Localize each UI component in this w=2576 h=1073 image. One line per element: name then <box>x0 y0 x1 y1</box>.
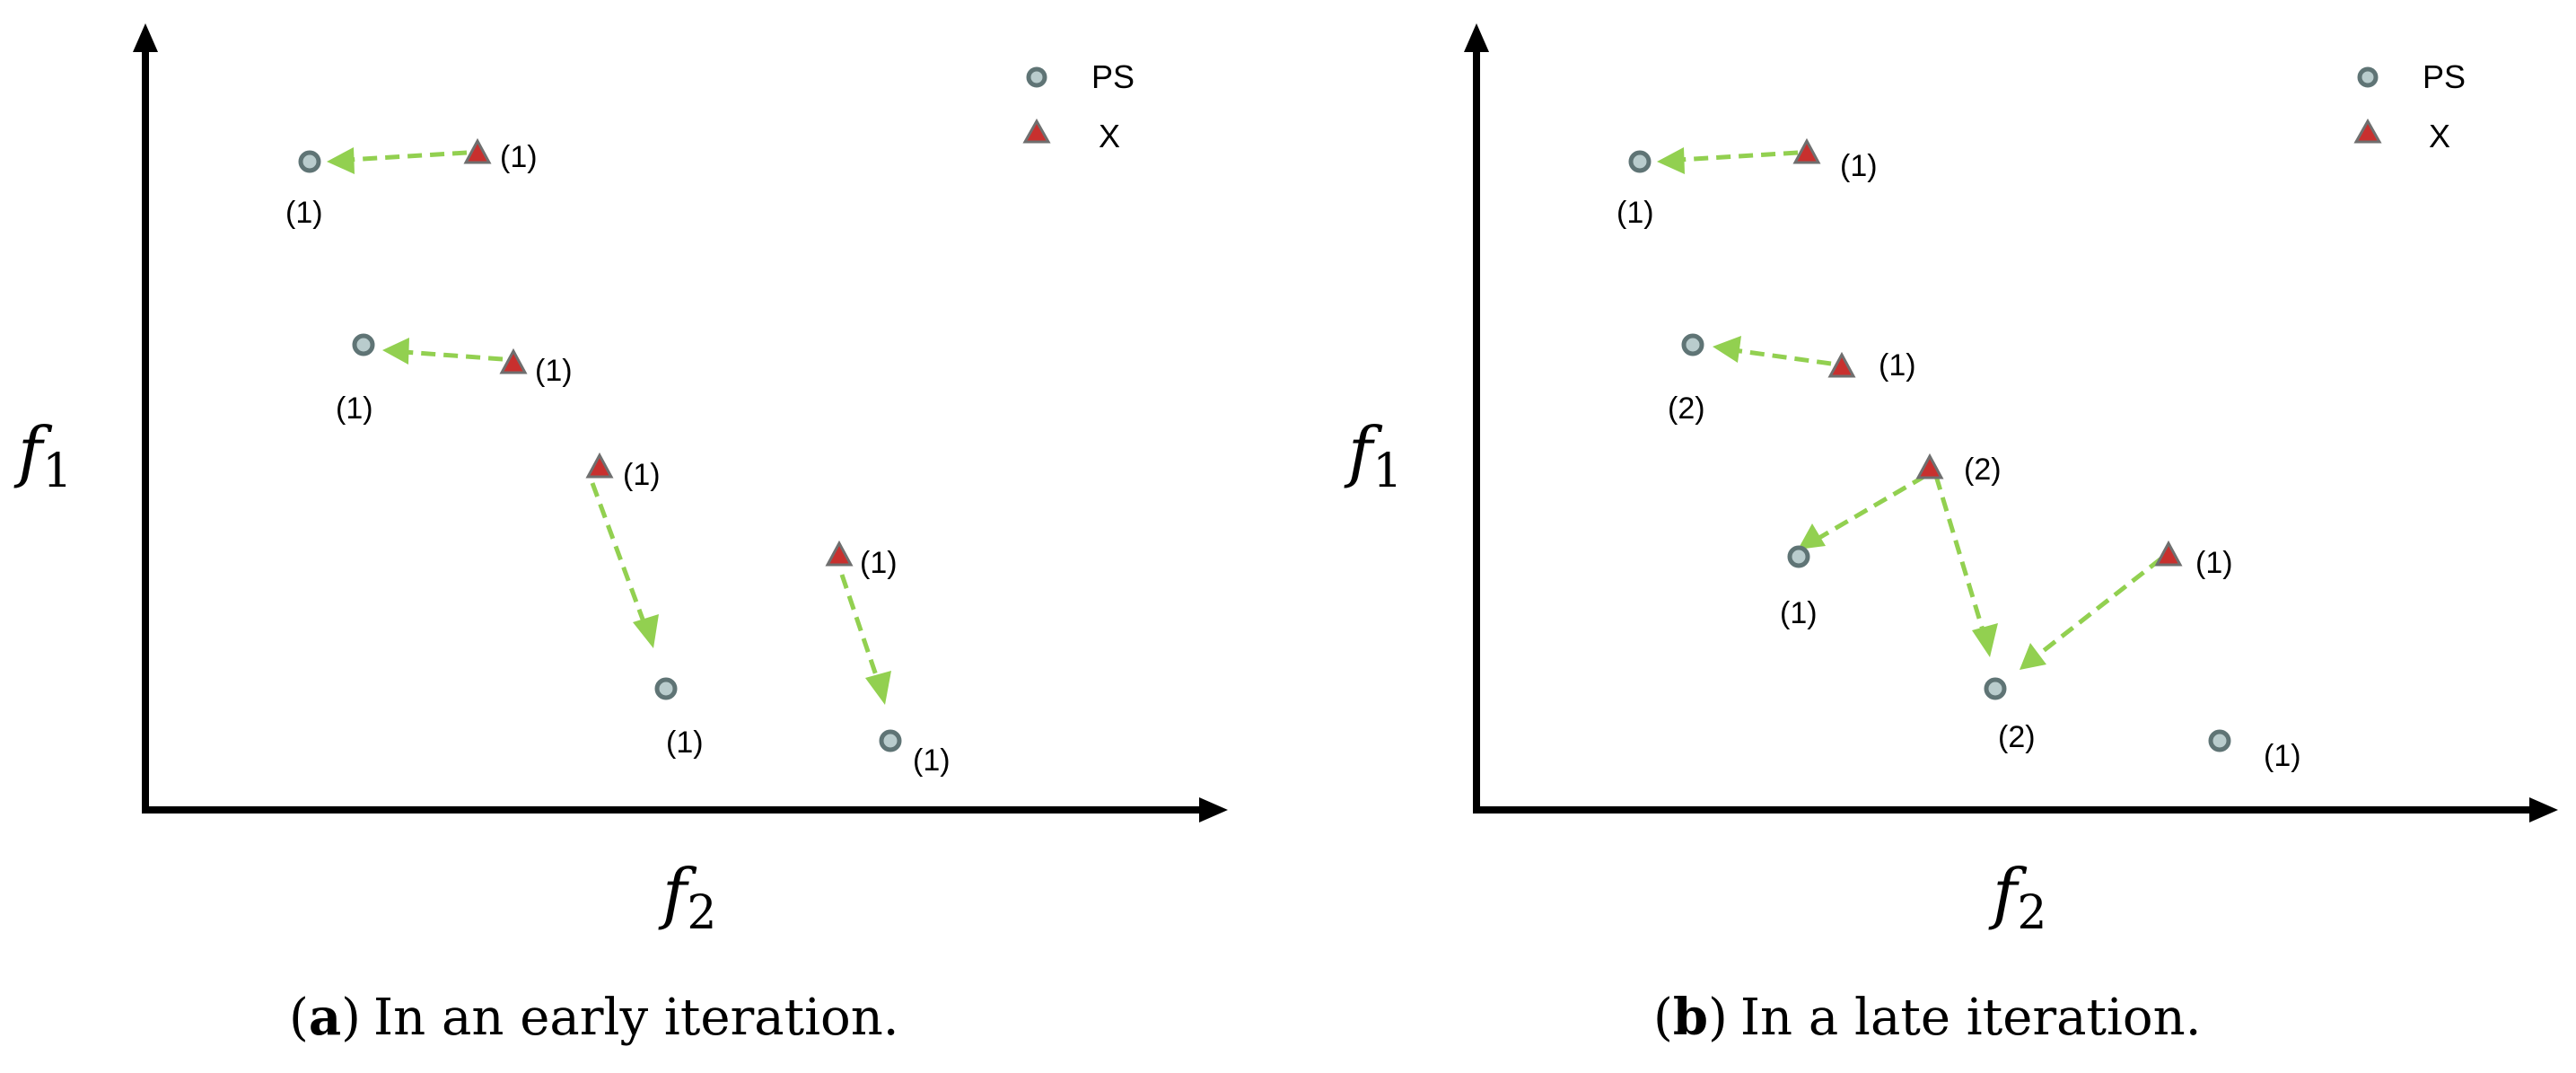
ps-point-label: (1) <box>336 391 373 426</box>
legend-ps-label: PS <box>2423 58 2466 95</box>
x-point <box>2154 540 2183 567</box>
ps-labels-b: (1) (2) (1) (2) (1) <box>1617 196 2301 773</box>
ps-point <box>298 150 321 173</box>
move-arrow <box>839 574 881 682</box>
x-labels-b: (1) (1) (2) (1) <box>1840 149 2233 580</box>
legend-x-label: X <box>1099 118 1120 154</box>
x-point <box>1915 453 1944 479</box>
ps-point <box>1681 333 1704 356</box>
move-arrow <box>590 482 647 625</box>
move-arrow <box>1816 473 1927 541</box>
move-arrowhead <box>382 338 409 365</box>
legend-ps-label: PS <box>1091 58 1135 95</box>
x-point <box>499 347 528 374</box>
move-arrow <box>1733 347 1832 366</box>
x-axis-arrowhead-a <box>1199 797 1228 822</box>
x-marker-icon <box>1022 118 1051 144</box>
move-arrow <box>1678 150 1799 163</box>
y-axis-arrowhead-b <box>1464 23 1489 52</box>
x-point-label: (2) <box>1964 453 2002 487</box>
arrows-a <box>327 147 891 705</box>
x-point-label: (1) <box>535 354 573 388</box>
move-arrow <box>1933 475 1986 634</box>
ps-point-label: (1) <box>666 726 704 760</box>
ps-point-label: (1) <box>913 743 951 778</box>
x-marker-icon <box>2353 118 2382 144</box>
ps-marker-icon <box>2357 66 2379 88</box>
ps-point-label: (2) <box>1668 391 1705 426</box>
x-point-label: (1) <box>500 140 538 174</box>
ps-point-label: (2) <box>1998 720 2036 754</box>
move-arrowhead <box>2020 643 2046 670</box>
move-arrow <box>347 150 468 163</box>
ps-labels-a: (1) (1) (1) (1) <box>285 196 951 778</box>
x-axis-label-a: f2 <box>658 855 716 940</box>
ps-point-label: (1) <box>2264 739 2301 773</box>
move-arrowhead <box>1657 147 1685 174</box>
ps-points-a <box>298 150 902 752</box>
y-axis-label-b: f1 <box>1344 413 1402 498</box>
ps-point <box>654 677 678 700</box>
ps-point <box>352 333 375 356</box>
legend-x-label: X <box>2429 118 2450 154</box>
ps-marker-icon <box>1026 66 1047 88</box>
y-axis-arrowhead-a <box>133 23 158 52</box>
x-axis-label-b: f2 <box>1988 855 2046 940</box>
panel-b: f1 f2 PS X (1) <box>1344 23 2558 1047</box>
x-point-label: (1) <box>1840 149 1878 183</box>
x-point-label: (1) <box>2195 546 2233 580</box>
caption-a: (a) In an early iteration. <box>289 988 899 1047</box>
x-point-label: (1) <box>623 458 661 492</box>
move-arrowhead <box>865 671 891 705</box>
ps-point <box>879 729 902 752</box>
legend-a: PS X <box>1022 58 1135 154</box>
x-point <box>1827 351 1856 378</box>
ps-point-label: (1) <box>1617 196 1654 230</box>
ps-point-label: (1) <box>1780 596 1818 630</box>
x-axis-arrowhead-b <box>2529 797 2558 822</box>
x-point <box>585 452 614 479</box>
x-point-label: (1) <box>1879 348 1916 383</box>
ps-points-b <box>1628 150 2231 752</box>
move-arrow <box>403 349 504 362</box>
x-points-a <box>463 137 854 567</box>
ps-point <box>1984 677 2007 700</box>
x-point-label: (1) <box>860 546 898 580</box>
ps-point <box>1628 150 1652 173</box>
move-arrow <box>2036 557 2163 657</box>
x-point <box>1792 137 1821 164</box>
move-arrowhead <box>633 614 659 648</box>
ps-point <box>1787 545 1810 568</box>
x-point <box>825 540 854 567</box>
move-arrowhead <box>1798 523 1826 550</box>
caption-b: (b) In a late iteration. <box>1653 988 2202 1047</box>
x-point <box>463 137 492 164</box>
arrows-b <box>1657 147 2163 670</box>
axes-b <box>1464 23 2558 822</box>
move-arrowhead <box>1713 336 1741 363</box>
move-arrowhead <box>1972 623 1998 657</box>
y-axis-label-a: f1 <box>13 413 72 498</box>
ps-point-label: (1) <box>285 196 323 230</box>
ps-point <box>2208 729 2231 752</box>
x-points-b <box>1792 137 2183 567</box>
legend-b: PS X <box>2353 58 2466 154</box>
axes-a <box>133 23 1228 822</box>
panel-a: f1 f2 PS X (1) (1) (1) ( <box>13 23 1228 1047</box>
move-arrowhead <box>327 147 355 174</box>
x-labels-a: (1) (1) (1) (1) <box>500 140 898 580</box>
